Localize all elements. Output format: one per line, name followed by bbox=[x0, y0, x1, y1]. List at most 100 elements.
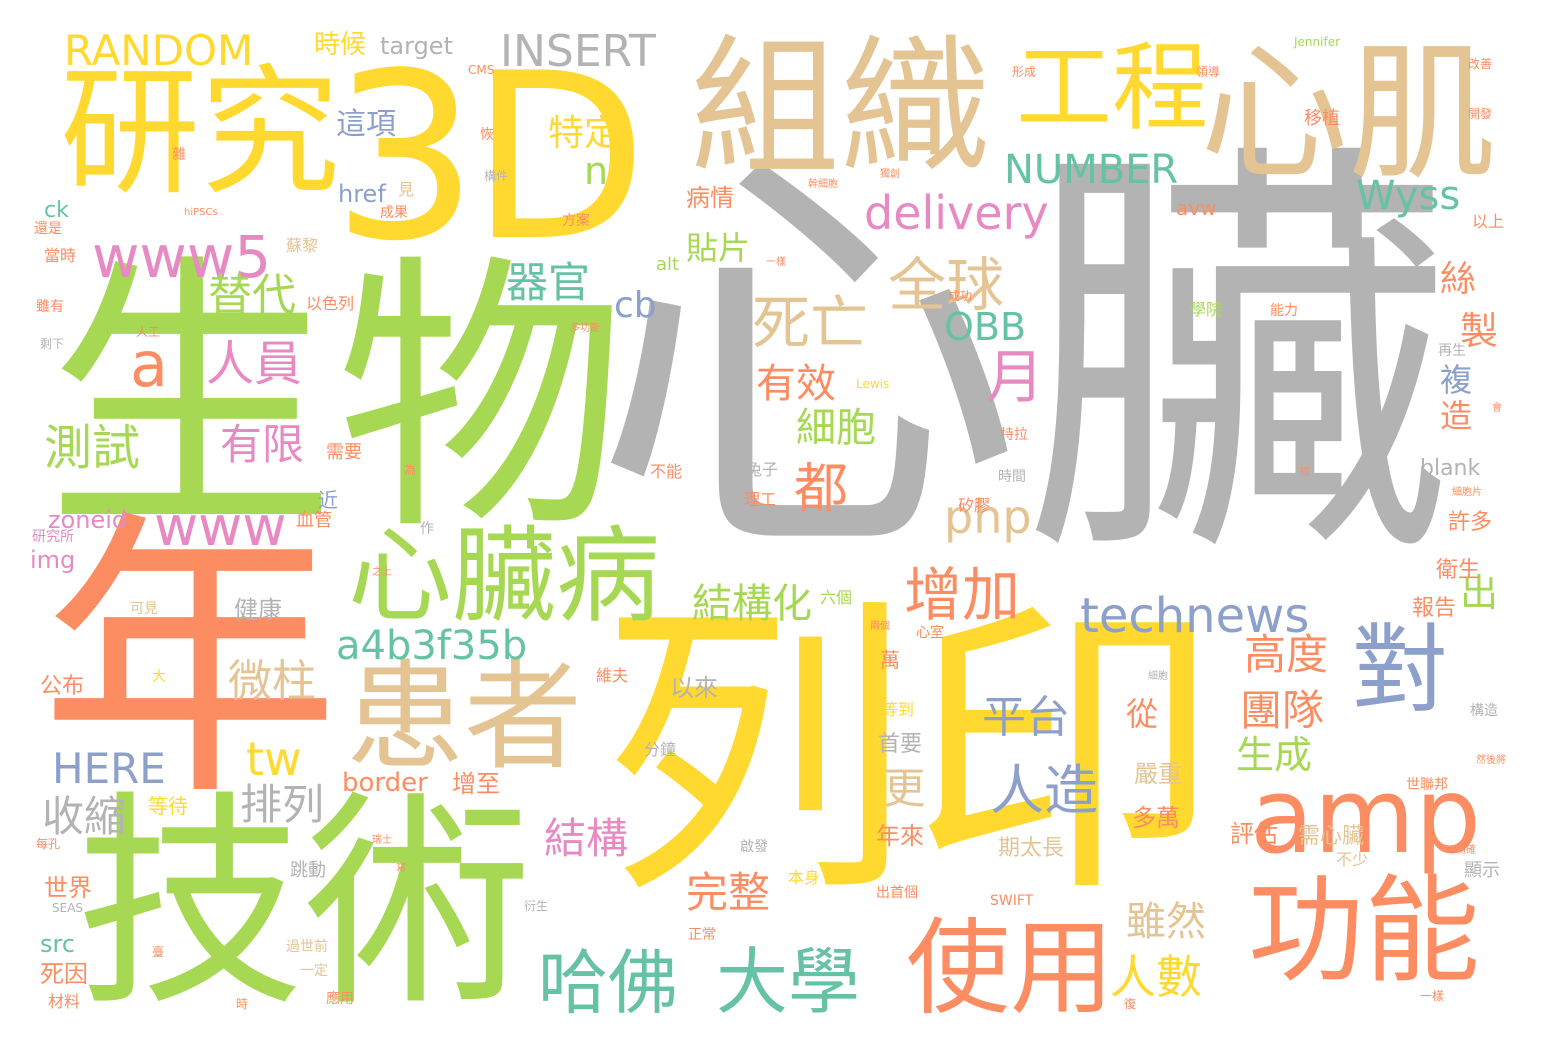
word-tela: 特拉 bbox=[1000, 427, 1028, 443]
word-www: www bbox=[154, 495, 287, 558]
word-jian: 見 bbox=[398, 180, 415, 199]
word-chu: 出 bbox=[1460, 571, 1499, 615]
word-weifu: 維夫 bbox=[596, 666, 629, 685]
word-cms: CMS bbox=[468, 63, 495, 77]
word-meikong: 每孔 bbox=[36, 837, 61, 851]
word-swift: SWIFT bbox=[990, 893, 1034, 909]
word-dui: 對 bbox=[1352, 614, 1448, 726]
word-daxue: 大學 bbox=[716, 940, 861, 1024]
word-img: img bbox=[30, 546, 76, 574]
word-shengcheng: 生成 bbox=[1236, 733, 1313, 777]
word-shihou: 時候 bbox=[314, 30, 367, 60]
word-qifa: 啟發 bbox=[740, 839, 768, 855]
word-wanzheng: 完整 bbox=[686, 868, 771, 917]
word-xibao2: 細胞 bbox=[1148, 671, 1168, 682]
word-tuzi: 兔子 bbox=[746, 460, 779, 479]
word-haishi: 還是 bbox=[34, 221, 62, 237]
word-avw: avw bbox=[1176, 196, 1217, 220]
word-www5: www5 bbox=[92, 223, 272, 291]
word-zao: 造 bbox=[1440, 397, 1473, 435]
word-zoneid: zoneid bbox=[48, 506, 128, 534]
word-zhengchang: 正常 bbox=[688, 927, 716, 943]
word-quanqiu: 全球 bbox=[888, 251, 1005, 319]
word-dou: 都 bbox=[794, 457, 848, 520]
word-hui: 恢 bbox=[480, 127, 494, 143]
word-yiding: 一定 bbox=[300, 963, 328, 979]
word-target: target bbox=[380, 32, 453, 60]
word-n: n bbox=[584, 149, 609, 193]
word-zaisheng: 再生 bbox=[1438, 343, 1466, 359]
word-youxian: 有限 bbox=[220, 420, 305, 469]
word-youxiao: 有效 bbox=[756, 361, 836, 407]
word-xibao: 細胞 bbox=[796, 405, 876, 451]
word-gongneng: 功能 bbox=[1248, 864, 1480, 999]
word-alt: alt bbox=[656, 254, 680, 275]
word-ck: ck bbox=[44, 198, 69, 223]
word-tai: 臺 bbox=[152, 945, 165, 959]
word-jishu: 技術 bbox=[76, 771, 532, 1037]
word-fu: 複 bbox=[1440, 361, 1473, 399]
word-yansheng: 衍生 bbox=[524, 899, 549, 913]
word-renzao: 人造 bbox=[990, 759, 1098, 822]
word-kaifa: 開發 bbox=[1468, 107, 1493, 121]
word-dangshi: 當時 bbox=[44, 246, 77, 265]
word-gaodu: 高度 bbox=[1244, 630, 1329, 679]
word-da: 大 bbox=[152, 669, 166, 685]
word-tuandui: 團隊 bbox=[1240, 686, 1325, 735]
word-ganxibao: 幹細胞 bbox=[808, 179, 838, 190]
word-fangan: 方案 bbox=[562, 213, 590, 229]
word-suli: 蘇黎 bbox=[286, 236, 319, 255]
word-tw: tw bbox=[246, 732, 302, 786]
word-href: href bbox=[338, 180, 386, 208]
word-cb: cb bbox=[614, 285, 657, 326]
word-xinzangbing: 心臟病 bbox=[348, 515, 661, 637]
word-yue: 月 bbox=[986, 343, 1045, 411]
word-jiegou: 結構 bbox=[544, 814, 629, 863]
word-duchuang: 獨創 bbox=[880, 169, 900, 180]
word-xueguan: 血管 bbox=[296, 510, 332, 531]
word-chushouge: 出首個 bbox=[876, 885, 918, 901]
word-chengguo: 成果 bbox=[380, 205, 408, 221]
word-wei: 為 bbox=[404, 463, 417, 477]
word-obb: OBB bbox=[944, 305, 1027, 349]
word-liuge: 六個 bbox=[820, 588, 853, 607]
word-geng: 更 bbox=[877, 766, 926, 808]
word-yanjiusuo: 研究所 bbox=[32, 529, 74, 545]
word-php: php bbox=[944, 490, 1032, 544]
word-benshen: 本身 bbox=[788, 868, 821, 887]
word-goujian: 構件 bbox=[484, 169, 509, 183]
word-rengong: 人工 bbox=[136, 325, 161, 339]
word-pailie: 排列 bbox=[240, 780, 325, 829]
word-chenggong: 成功 bbox=[948, 289, 973, 303]
word-nianlai: 年來 bbox=[876, 822, 924, 850]
word-yanjiu: 研究 bbox=[60, 52, 341, 215]
word-xianshi: 顯示 bbox=[1464, 860, 1500, 881]
word-xuxinzang: 需心臟 bbox=[1298, 824, 1365, 849]
word-cailiao: 材料 bbox=[48, 992, 81, 1011]
word-tiaodong: 跳動 bbox=[290, 860, 326, 881]
word-siyin: 死因 bbox=[40, 960, 88, 988]
word-ligong: 理工 bbox=[744, 490, 777, 509]
word-lewis: Lewis bbox=[856, 377, 890, 391]
word-hafo: 哈佛 bbox=[538, 942, 678, 1024]
word-a4b3f35b: a4b3f35b bbox=[336, 623, 528, 669]
word-xuduo: 許多 bbox=[1448, 510, 1493, 535]
word-siwang: 死亡 bbox=[752, 289, 869, 357]
word-baogao: 報告 bbox=[1412, 596, 1457, 621]
word-xinshi: 心室 bbox=[916, 625, 944, 641]
word-ruishi: 瑞士 bbox=[372, 835, 392, 846]
word-xinzang: 心臟 bbox=[592, 111, 1452, 611]
word-tiepian: 貼片 bbox=[686, 229, 751, 267]
word-cong: 從 bbox=[1126, 695, 1159, 733]
word-jingque: 精確 bbox=[1456, 845, 1476, 856]
word-guoshiqian: 過世前 bbox=[286, 939, 328, 955]
word-yiselie: 以色列 bbox=[306, 294, 355, 313]
word-zuo: 作 bbox=[420, 521, 434, 537]
word-src: src bbox=[40, 930, 76, 958]
word-shilianbang: 世聯邦 bbox=[1406, 777, 1448, 793]
word-fenzhong: 分鐘 bbox=[644, 740, 677, 759]
word-dengdao: 等到 bbox=[882, 700, 915, 719]
word-yingyong: 應用 bbox=[326, 991, 354, 1007]
word-yilai: 以來 bbox=[670, 674, 718, 702]
